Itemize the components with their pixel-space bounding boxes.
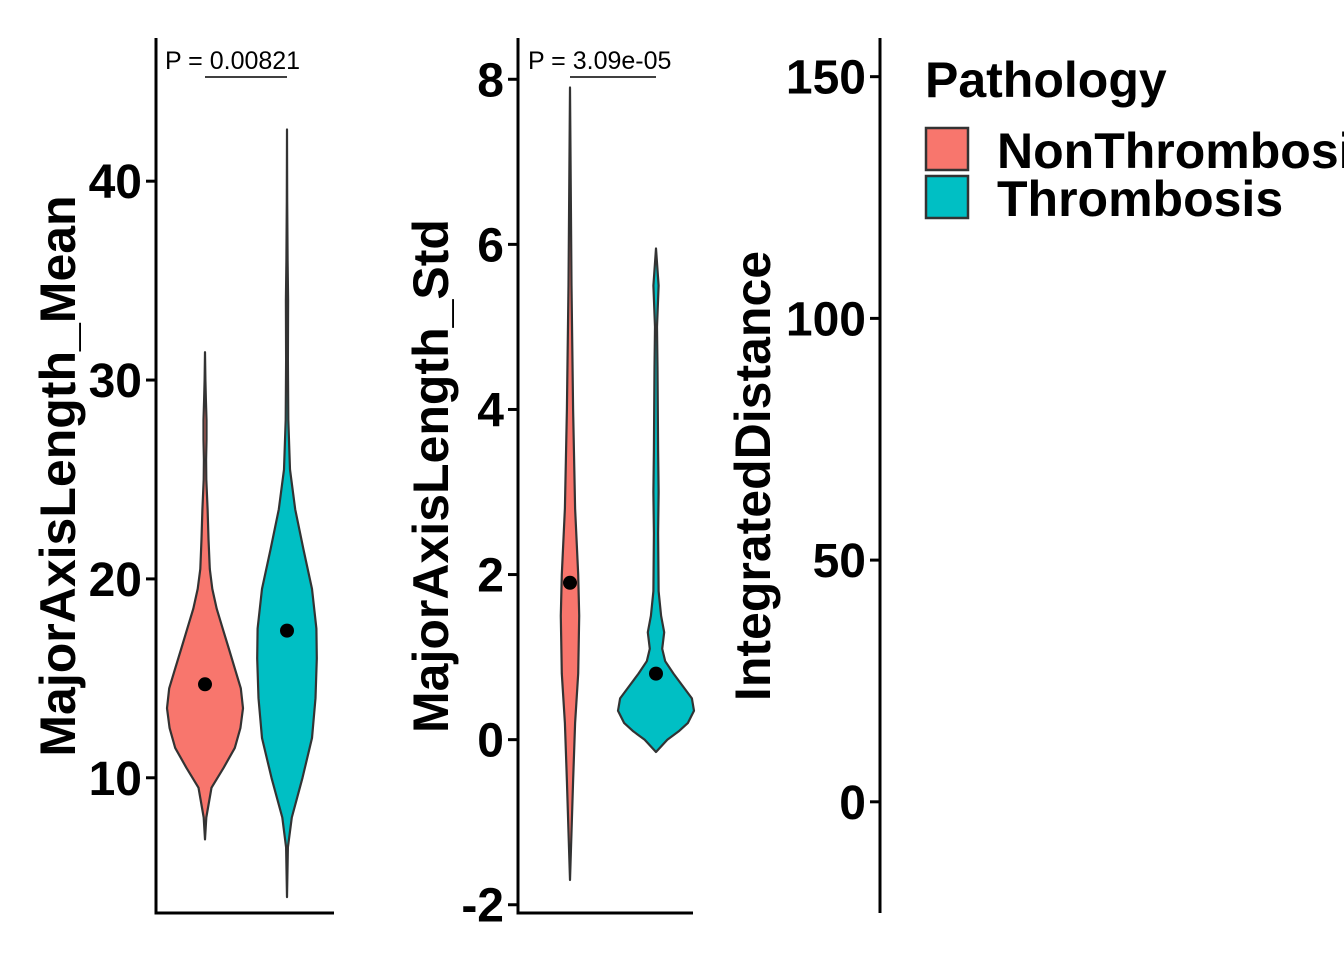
violin-nonthrombosis [559,86,581,882]
panel2-clip-mask [693,30,723,90]
y-tick-label: 100 [786,293,866,346]
legend-label-thrombosis: Thrombosis [997,171,1283,227]
y-tick-label: 8 [477,54,504,107]
panel2-y-axis-title: MajorAxisLength_Std [403,219,459,733]
y-tick-label: 0 [839,777,866,830]
legend-key-nonthrombosis [924,126,970,172]
panel-std: -2 0 2 4 6 8 MajorAxisLength_Std P = 3.09e-05 [403,30,723,933]
violin-thrombosis [256,128,318,899]
legend-key-thrombosis [924,174,970,220]
panel-mean: 10 20 30 40 MajorAxisLength_Mean P = 0.0082… [30,38,334,915]
y-tick-label: 0 [477,715,504,768]
y-tick-label: 4 [477,384,504,437]
panel3-y-ticks: 0 50 100 150 [786,52,880,830]
panel2-p-value: P = 3.09e-05 [528,47,671,75]
panel1-violins [165,128,318,899]
y-tick-label: 50 [813,535,866,588]
legend-title: Pathology [925,52,1167,108]
y-tick-label: -2 [461,880,504,933]
y-tick-label: 6 [477,219,504,272]
y-tick-label: 2 [477,550,504,603]
panel2-violins [559,86,696,882]
y-tick-label: 40 [89,156,142,209]
violin-nonthrombosis [165,351,245,841]
y-tick-label: 10 [89,753,142,806]
mean-point-thrombosis [649,666,663,681]
panel1-p-value: P = 0.00821 [165,47,300,75]
panel1-y-ticks: 10 20 30 40 [89,156,156,806]
panel-integrated: 0 50 100 150 IntegratedDistance [725,38,882,913]
legend-label-nonthrombosis: NonThrombosis [997,123,1344,179]
violin-thrombosis [616,247,696,754]
mean-point-nonthrombosis [563,575,577,590]
y-tick-label: 30 [89,355,142,408]
panel1-y-axis-title: MajorAxisLength_Mean [30,195,86,756]
panel3-y-axis-title: IntegratedDistance [725,251,781,701]
panel2-y-ticks: -2 0 2 4 6 8 [461,54,518,933]
mean-point-nonthrombosis [198,677,212,692]
mean-point-thrombosis [280,623,294,638]
y-tick-label: 150 [786,52,866,105]
legend: Pathology NonThrombosis Thrombosis [924,52,1344,227]
y-tick-label: 20 [89,554,142,607]
